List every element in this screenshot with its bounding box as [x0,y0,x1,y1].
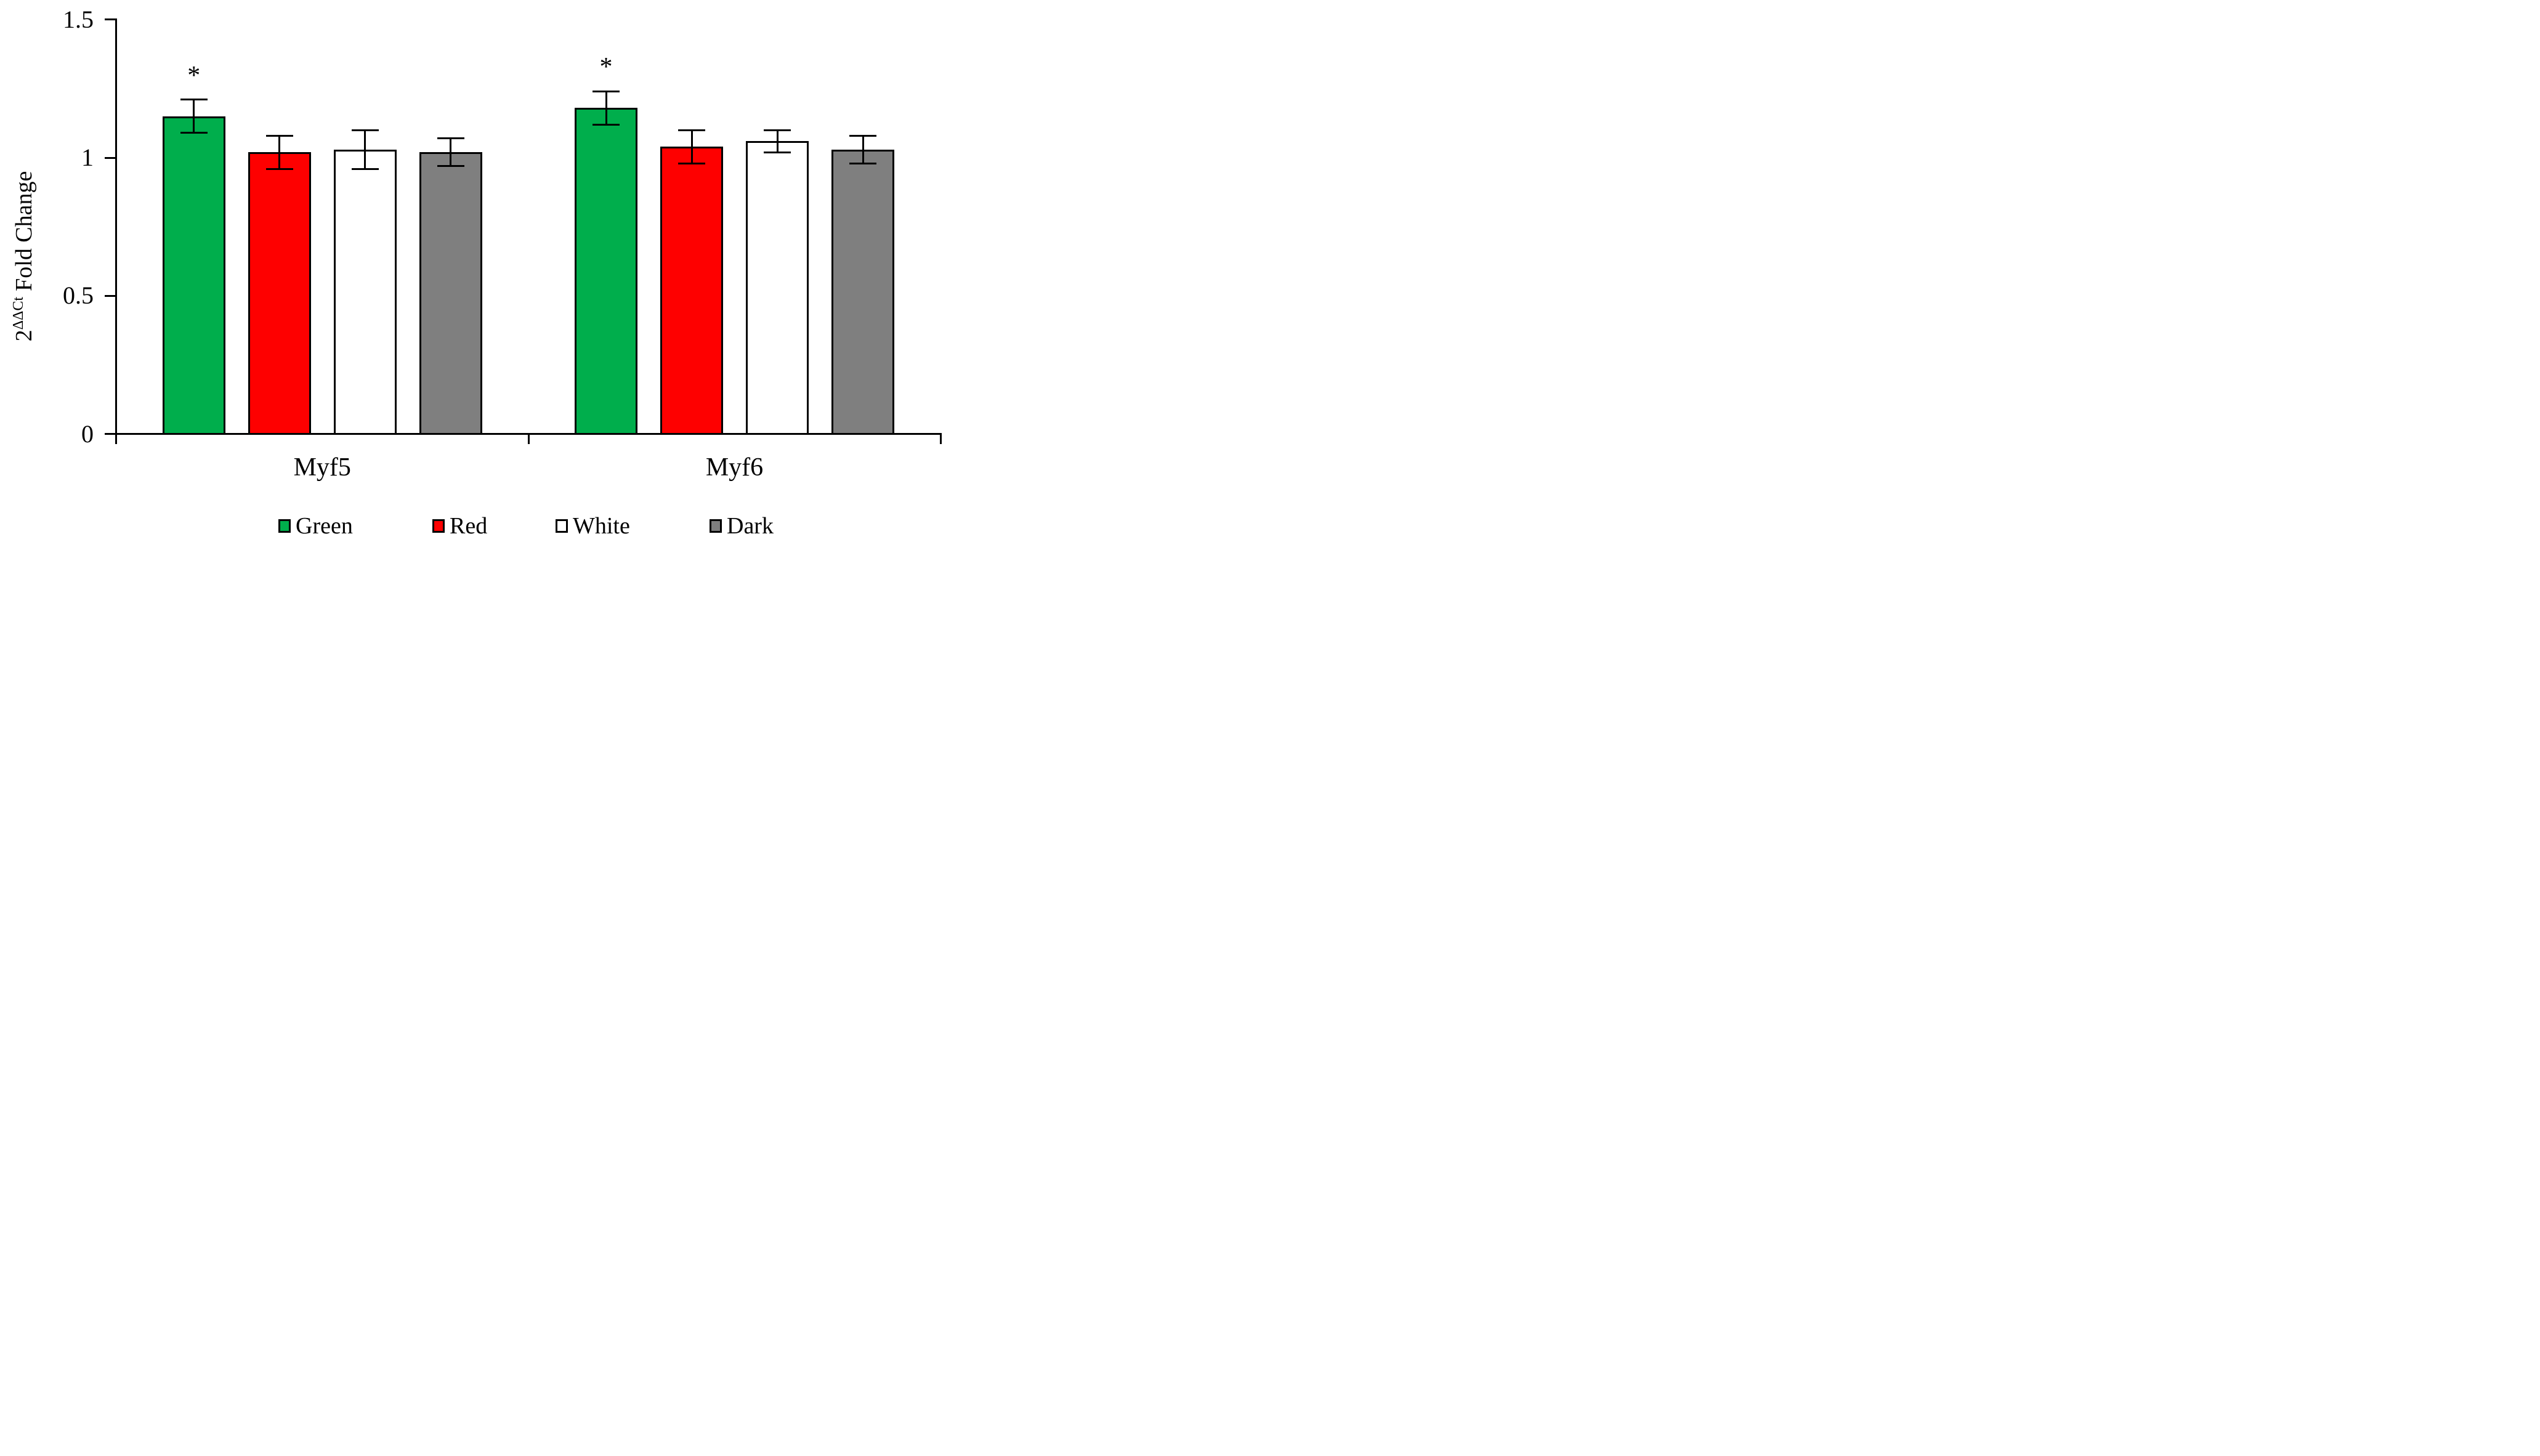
bar-green-myf6 [575,108,637,435]
error-bar-white-myf6 [776,130,779,153]
error-bar-top-cap-dark-myf5 [437,137,464,140]
bar-red-myf5 [248,152,311,435]
error-bar-top-cap-white-myf6 [764,129,791,131]
bar-green-myf5 [162,116,225,435]
error-bar-top-cap-red-myf6 [678,129,705,131]
bar-red-myf6 [660,147,723,435]
bar-dark-myf5 [419,152,482,435]
y-tick-0-5 [105,294,115,297]
error-bar-top-cap-green-myf5 [180,99,208,101]
error-bar-bottom-cap-white-myf5 [351,168,379,170]
y-axis-title-base: 2 [10,330,37,342]
error-bar-bottom-cap-green-myf5 [180,132,208,134]
legend-label-white: White [573,513,630,539]
error-bar-bottom-cap-green-myf6 [593,123,620,126]
error-bar-top-cap-red-myf5 [265,134,293,137]
error-bar-green-myf5 [193,99,195,133]
y-tick-0 [105,433,115,435]
legend-swatch-green [278,519,291,533]
error-bar-dark-myf5 [450,138,452,166]
legend-item-white: White [556,512,630,540]
y-tick-label-0: 0 [81,419,94,448]
category-label-myf5: Myf5 [293,453,351,482]
error-bar-bottom-cap-red-myf5 [265,168,293,170]
significance-asterisk-myf6: * [599,53,613,82]
error-bar-bottom-cap-dark-myf5 [437,165,464,168]
legend-item-dark: Dark [710,512,774,540]
y-tick-label-0-5: 0.5 [63,281,94,310]
error-bar-top-cap-white-myf5 [351,129,379,131]
error-bar-top-cap-green-myf6 [593,90,620,92]
error-bar-bottom-cap-red-myf6 [678,162,705,164]
error-bar-red-myf5 [278,135,281,169]
legend-label-dark: Dark [727,513,774,539]
y-axis-title-rest: Fold Change [10,171,37,291]
bar-dark-myf6 [831,149,894,435]
legend-swatch-red [432,519,445,533]
y-tick-1 [105,156,115,159]
error-bar-green-myf6 [605,91,607,125]
legend-swatch-dark [710,519,722,533]
error-bar-dark-myf6 [862,135,864,164]
category-label-myf6: Myf6 [705,453,764,482]
legend-label-red: Red [450,513,488,539]
legend-item-green: Green [278,512,353,540]
x-axis-tick-2 [939,434,942,444]
legend: Green Red White Dark [0,512,952,543]
y-tick-label-1-5: 1.5 [63,5,94,33]
y-axis-title: 2ΔΔCtFold Change [10,171,37,342]
legend-item-red: Red [432,512,487,540]
significance-asterisk-myf5: * [187,61,201,90]
error-bar-bottom-cap-white-myf6 [764,151,791,153]
y-tick-label-1: 1 [81,144,94,172]
bar-white-myf5 [333,149,397,435]
error-bar-red-myf6 [690,130,693,164]
bar-white-myf6 [746,141,809,435]
x-axis-tick-0 [115,434,117,444]
x-axis-tick-1 [527,434,530,444]
error-bar-white-myf5 [364,130,366,169]
legend-label-green: Green [296,513,353,539]
bar-chart: 2ΔΔCtFold Change 0 0.5 1 1.5 Myf5 Myf6 * * Gree… [0,0,952,546]
error-bar-bottom-cap-dark-myf6 [849,162,876,164]
y-axis-line [115,18,117,435]
legend-swatch-white [556,519,568,533]
error-bar-top-cap-dark-myf6 [849,134,876,137]
y-tick-1-5 [105,18,115,21]
